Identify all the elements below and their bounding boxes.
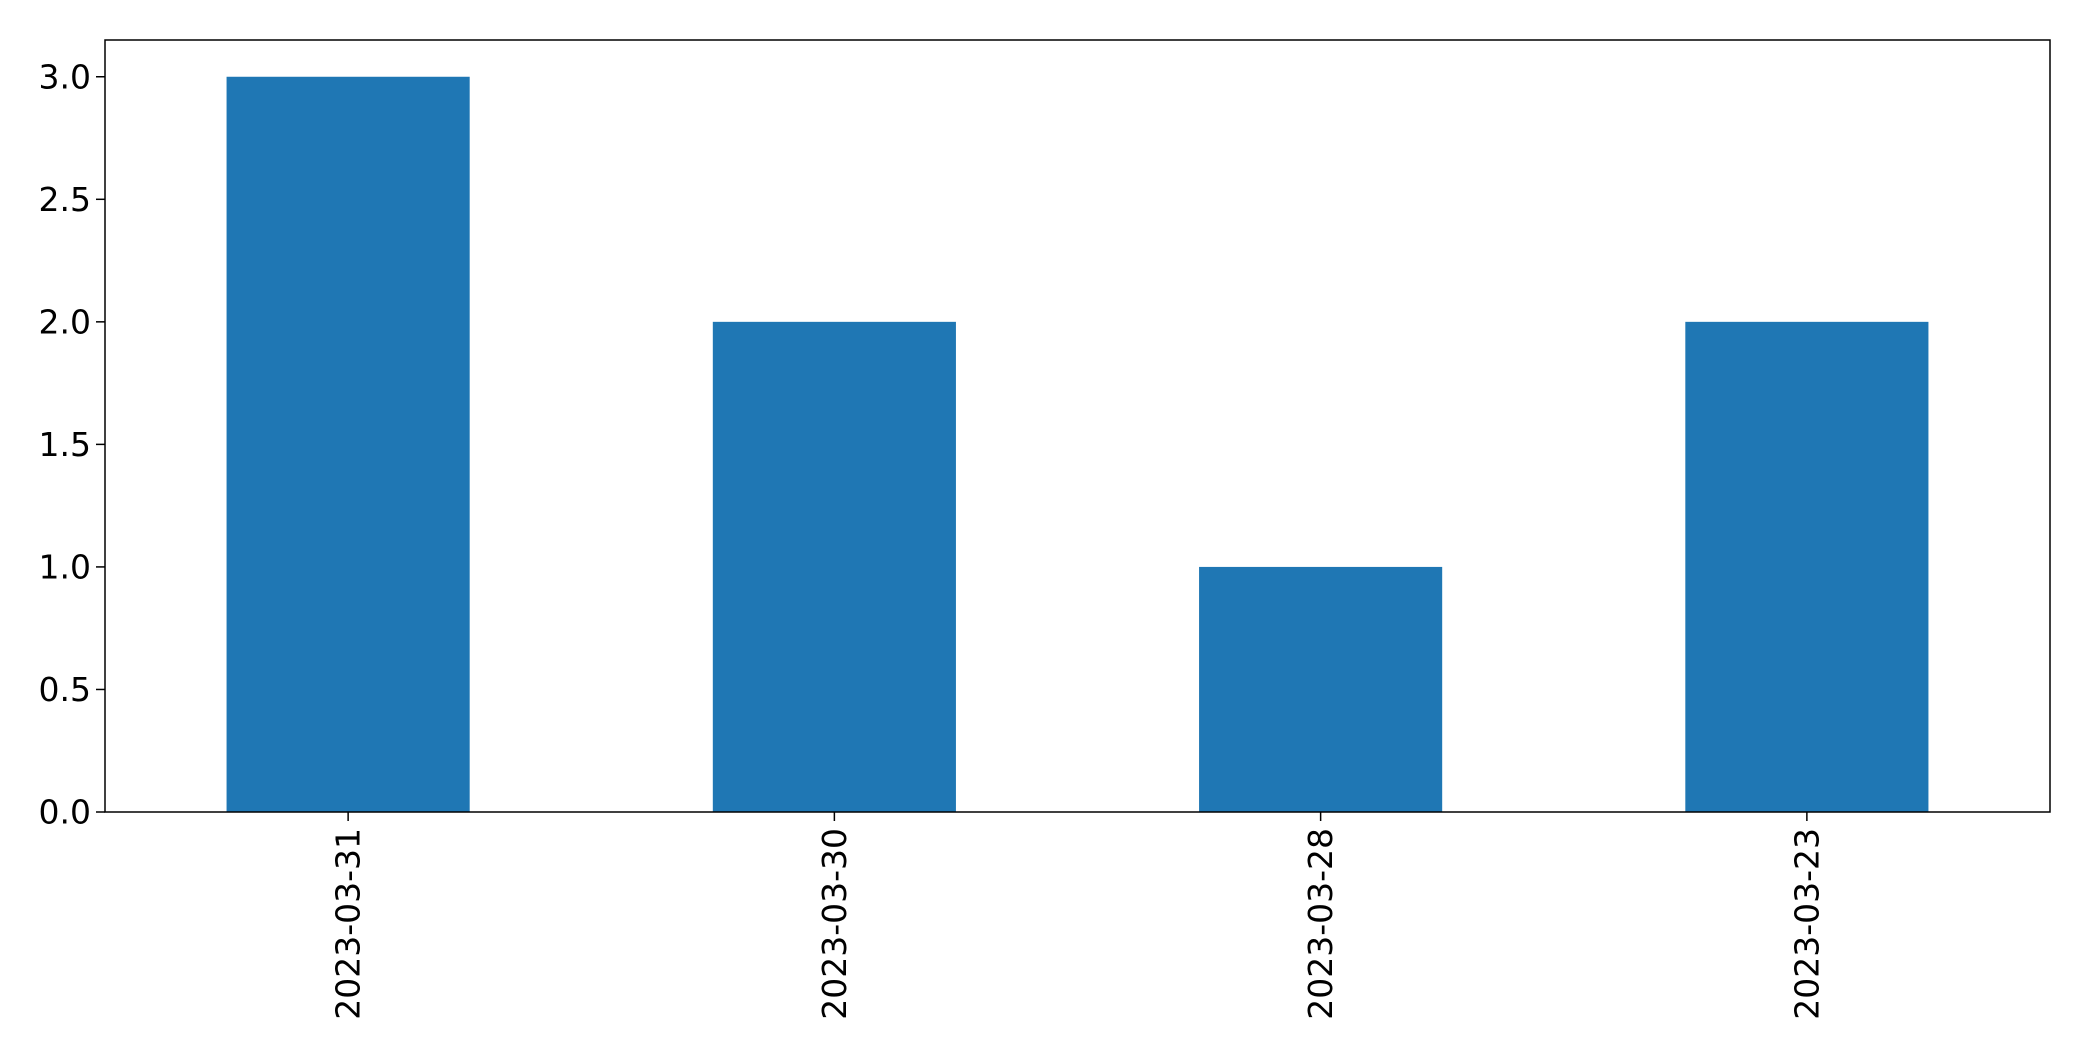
- bars-group: [226, 76, 1929, 812]
- y-tick-label: 2.5: [39, 180, 91, 219]
- bar-2023-03-23: [1685, 321, 1929, 812]
- bar-2023-03-31: [226, 76, 470, 812]
- y-tick-label: 2.0: [39, 302, 91, 341]
- plot-frame: [104, 39, 2051, 813]
- bar-2023-03-28: [1199, 566, 1443, 812]
- y-axis: 0.0 0.5 1.0 1.5 2.0 2.5 3.0: [39, 57, 105, 832]
- x-tick-label: 2023-03-23: [1787, 828, 1826, 1020]
- x-tick-label: 2023-03-31: [329, 828, 368, 1020]
- y-tick-label: 1.5: [39, 425, 91, 464]
- x-tick-label: 2023-03-30: [815, 828, 854, 1020]
- y-tick-label: 0.5: [39, 670, 91, 709]
- y-tick-label: 0.0: [39, 793, 91, 832]
- bar-2023-03-30: [712, 321, 956, 812]
- y-tick-label: 1.0: [39, 547, 91, 586]
- x-tick-label: 2023-03-28: [1301, 828, 1340, 1020]
- y-tick-label: 3.0: [39, 57, 91, 96]
- x-axis: 2023-03-31 2023-03-30 2023-03-28 2023-03-23: [329, 812, 1826, 1020]
